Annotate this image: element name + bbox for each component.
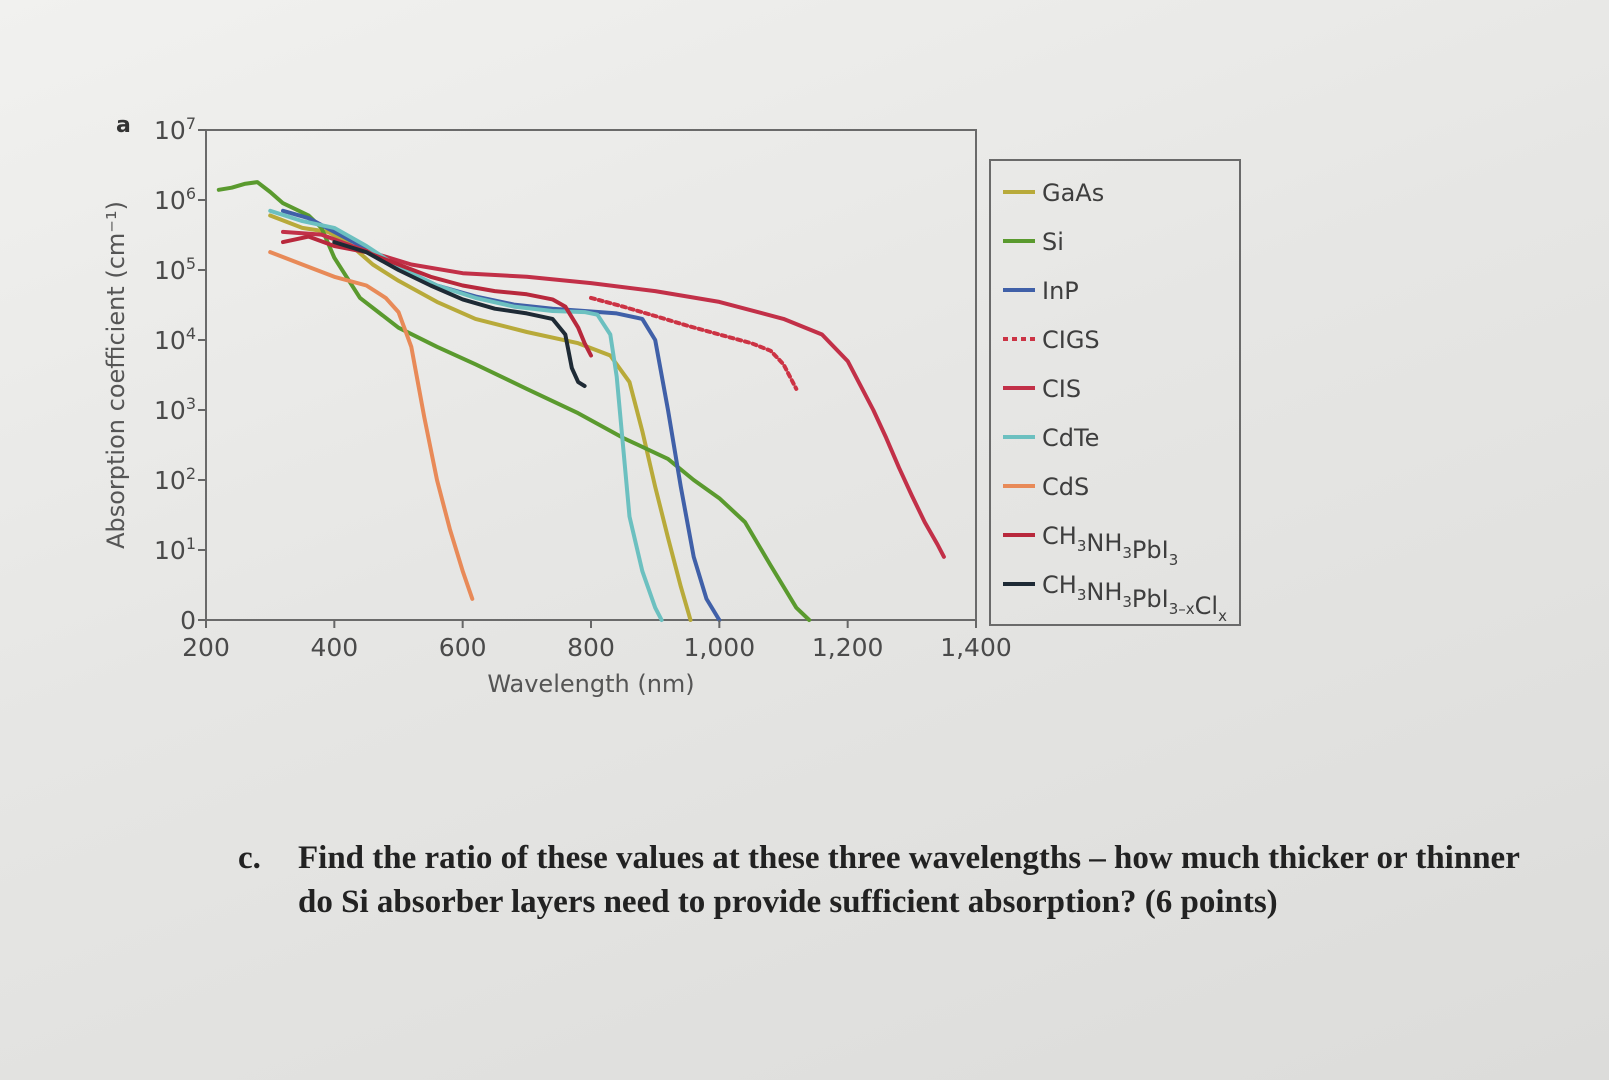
y-axis: 0 101 102 103 104 105 106 107 (154, 114, 206, 635)
y-tick-label-5: 105 (154, 254, 196, 285)
legend-label-6: CdS (1042, 473, 1089, 501)
legend-label-5: CdTe (1042, 424, 1099, 452)
series-line-3 (589, 295, 799, 391)
legend-label-2: InP (1042, 277, 1079, 305)
x-axis-title: Wavelength (nm) (487, 670, 694, 698)
series-line-4 (281, 229, 946, 559)
x-tick-label-4: 1,000 (684, 633, 756, 662)
legend: GaAs Si InP CIGS CIS CdTe CdS CH3NH3PbI3CH3NH3P… (1003, 179, 1227, 625)
series-line-1 (216, 180, 812, 622)
panel-letter: a (116, 113, 131, 138)
y-tick-label-3: 103 (154, 394, 196, 425)
question-letter: c. (238, 840, 261, 876)
x-axis: 200 400 600 800 1,000 1,200 1,400 (182, 620, 1012, 662)
legend-label-7: CH3NH3PbI3 (1042, 522, 1178, 569)
plot-frame (205, 129, 977, 621)
y-tick-label-4: 104 (154, 324, 196, 355)
x-tick-label-2: 600 (439, 633, 487, 662)
series-line-0 (268, 213, 693, 622)
series-line-2 (281, 208, 722, 622)
y-tick-label-0: 0 (180, 606, 196, 635)
y-tick-label-1: 101 (154, 534, 196, 565)
x-tick-label-0: 200 (182, 633, 230, 662)
x-tick-label-1: 400 (310, 633, 358, 662)
legend-label-0: GaAs (1042, 179, 1104, 207)
x-tick-label-3: 800 (567, 633, 615, 662)
legend-label-1: Si (1042, 228, 1064, 256)
x-tick-label-5: 1,200 (812, 633, 884, 662)
y-axis-title: Absorption coefficient (cm⁻¹) (102, 201, 130, 549)
y-tick-label-7: 107 (154, 114, 196, 145)
legend-label-3: CIGS (1042, 326, 1100, 354)
question-c: c. Find the ratio of these values at the… (238, 836, 1538, 924)
legend-label-4: CIS (1042, 375, 1081, 403)
series-line-7 (281, 234, 593, 358)
y-tick-label-2: 102 (154, 464, 196, 495)
series-line-8 (332, 240, 587, 388)
legend-box (989, 159, 1241, 626)
series-line-6 (268, 250, 475, 601)
series-layer (216, 180, 946, 622)
y-tick-label-6: 106 (154, 184, 196, 215)
legend-label-8: CH3NH3PbI3–xClx (1042, 571, 1227, 625)
question-text: Find the ratio of these values at these … (298, 840, 1520, 920)
x-tick-label-6: 1,400 (940, 633, 1012, 662)
